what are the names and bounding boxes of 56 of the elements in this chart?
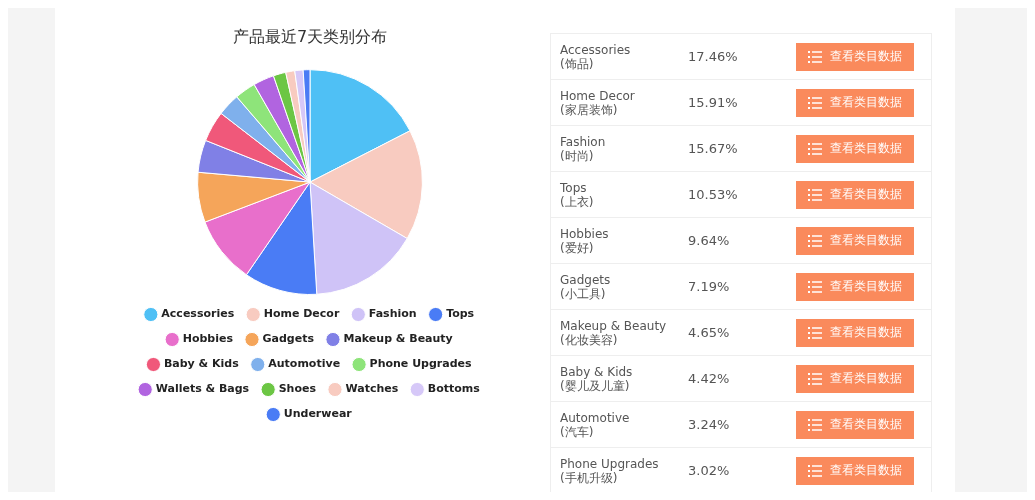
legend-label: Underwear: [283, 407, 353, 421]
text: 查看类目数据: [830, 279, 902, 293]
text: (饰品): [560, 56, 595, 71]
category-label: Tops: [560, 180, 588, 195]
legend-label: Home Decor: [263, 307, 340, 321]
legend-label: Phone Upgrades: [369, 357, 473, 371]
text: 3.24%: [688, 417, 730, 432]
chart-title: 产品最近7天类别分布: [232, 26, 388, 46]
text: 查看类目数据: [830, 233, 902, 247]
category-label: Gadgets: [560, 272, 612, 287]
text: (化妆美容): [560, 332, 619, 347]
category-label: Accessories: [560, 42, 632, 57]
text: 15.67%: [688, 141, 738, 156]
category-label: Automotive: [560, 410, 631, 425]
text: 17.46%: [688, 49, 738, 64]
legend-label: Shoes: [278, 382, 317, 396]
text: 查看类目数据: [830, 371, 902, 385]
text: (爱好): [560, 240, 595, 255]
category-label: Makeup & Beauty: [560, 318, 668, 333]
legend-label: Wallets & Bags: [155, 382, 250, 396]
text: (时尚): [560, 148, 595, 163]
legend-label: Gadgets: [262, 332, 315, 346]
text: 查看类目数据: [830, 95, 902, 109]
legend-label: Watches: [345, 382, 399, 396]
text: (小工具): [560, 286, 606, 301]
text: 查看类目数据: [830, 417, 902, 431]
text: 查看类目数据: [796, 42, 914, 71]
legend-label: Hobbies: [182, 332, 234, 346]
text: (上衣): [560, 194, 595, 209]
legend-label: Tops: [446, 307, 475, 321]
text: (手机升级): [560, 470, 618, 485]
category-label: Phone Upgrades: [560, 456, 660, 471]
text: 10.53%: [688, 187, 738, 202]
text: 9.64%: [688, 233, 730, 248]
legend-label: Accessories: [161, 307, 235, 321]
text: 7.19%: [688, 279, 730, 294]
text: 查看类目数据: [830, 187, 902, 201]
category-label: Baby & Kids: [560, 364, 634, 379]
legend-label: Fashion: [368, 307, 417, 321]
text: 3.02%: [688, 463, 730, 478]
text: (婴儿及儿童): [560, 378, 631, 393]
legend-label: Baby & Kids: [163, 357, 240, 371]
category-label: Hobbies: [560, 226, 610, 241]
legend-label: Makeup & Beauty: [343, 332, 453, 346]
text: 查看类目数据: [830, 141, 902, 155]
text: 15.91%: [688, 95, 738, 110]
text: (汽车): [560, 424, 595, 439]
text: (家居装饰): [560, 102, 619, 117]
category-label: Fashion: [560, 134, 607, 149]
text: 4.42%: [688, 371, 730, 386]
legend-label: Automotive: [268, 357, 341, 371]
text: 查看类目数据: [830, 463, 902, 477]
category-label: Home Decor: [560, 88, 636, 103]
text: 4.65%: [688, 325, 730, 340]
legend-label: Bottoms: [427, 382, 481, 396]
text: 查看类目数据: [830, 325, 902, 339]
